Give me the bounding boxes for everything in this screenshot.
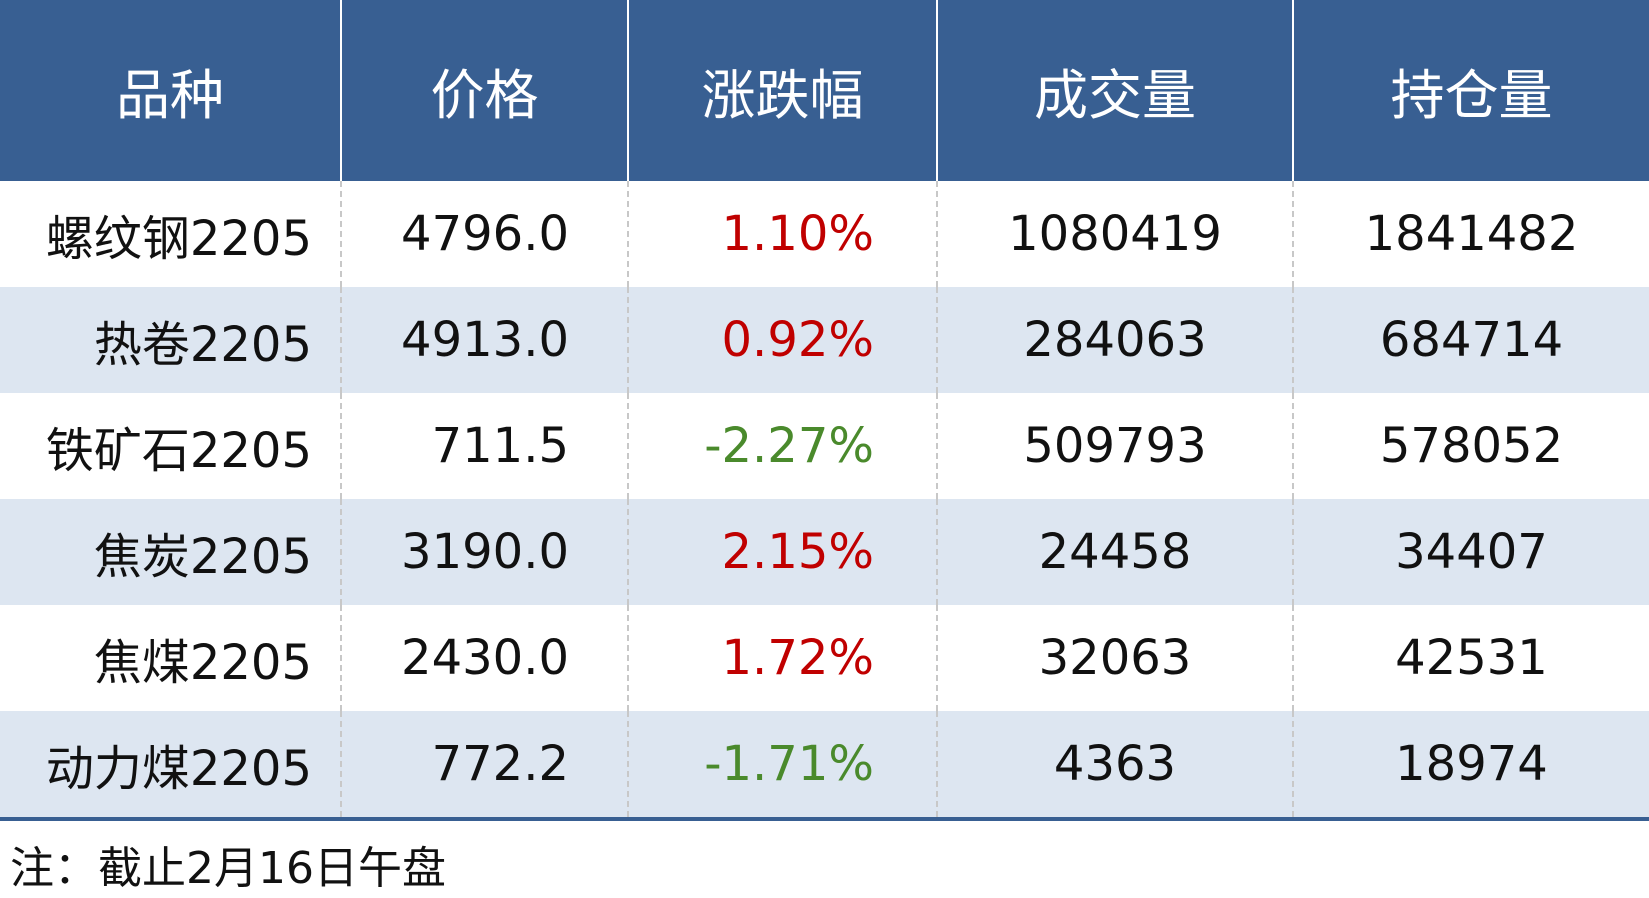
table-cell: 1.10%	[627, 181, 936, 287]
table-cell: 24458	[936, 499, 1292, 605]
table-cell: 4796.0	[340, 181, 627, 287]
table-cell: 0.92%	[627, 287, 936, 393]
table-row: 铁矿石2205 711.5 -2.27% 509793 578052	[0, 393, 1649, 499]
header-cell: 涨跌幅	[627, 0, 936, 181]
table-cell: 铁矿石2205	[45, 423, 312, 479]
header-cell: 成交量	[936, 0, 1292, 181]
table-cell: 焦炭2205	[93, 529, 312, 585]
header-cell: 价格	[340, 0, 627, 181]
table-cell: -1.71%	[627, 711, 936, 817]
table-row: 焦煤2205 2430.0 1.72% 32063 42531	[0, 605, 1649, 711]
table-cell: 动力煤2205	[45, 741, 312, 797]
table-cell: 4913.0	[340, 287, 627, 393]
table-cell: 2.15%	[627, 499, 936, 605]
table-row: 动力煤2205 772.2 -1.71% 4363 18974	[0, 711, 1649, 817]
table-cell: 1080419	[936, 181, 1292, 287]
table-cell: 3190.0	[340, 499, 627, 605]
table-cell: 18974	[1292, 711, 1649, 817]
table-cell: 焦煤2205	[93, 635, 312, 691]
table-row: 热卷2205 4913.0 0.92% 284063 684714	[0, 287, 1649, 393]
table-cell: 772.2	[340, 711, 627, 817]
table-cell: 578052	[1292, 393, 1649, 499]
table-cell: 509793	[936, 393, 1292, 499]
table-cell: 4363	[936, 711, 1292, 817]
note: 注：截止2月16日午盘	[10, 843, 446, 894]
table-cell: 1841482	[1292, 181, 1649, 287]
table-cell: 1.72%	[627, 605, 936, 711]
table-cell: 热卷2205	[93, 317, 312, 373]
table-bottom-border	[0, 817, 1649, 821]
table-row: 焦炭2205 3190.0 2.15% 24458 34407	[0, 499, 1649, 605]
header-row: 品种 价格 涨跌幅 成交量 持仓量	[0, 0, 1649, 181]
table-cell: 34407	[1292, 499, 1649, 605]
table-cell: 711.5	[340, 393, 627, 499]
table-cell: 螺纹钢2205	[45, 211, 312, 267]
header-cell: 品种	[116, 64, 224, 127]
table-cell: -2.27%	[627, 393, 936, 499]
table-cell: 684714	[1292, 287, 1649, 393]
table-cell: 32063	[936, 605, 1292, 711]
table-cell: 284063	[936, 287, 1292, 393]
table-cell: 2430.0	[340, 605, 627, 711]
header-cell: 持仓量	[1292, 0, 1649, 181]
table-row: 螺纹钢2205 4796.0 1.10% 1080419 1841482	[0, 181, 1649, 287]
table-cell: 42531	[1292, 605, 1649, 711]
